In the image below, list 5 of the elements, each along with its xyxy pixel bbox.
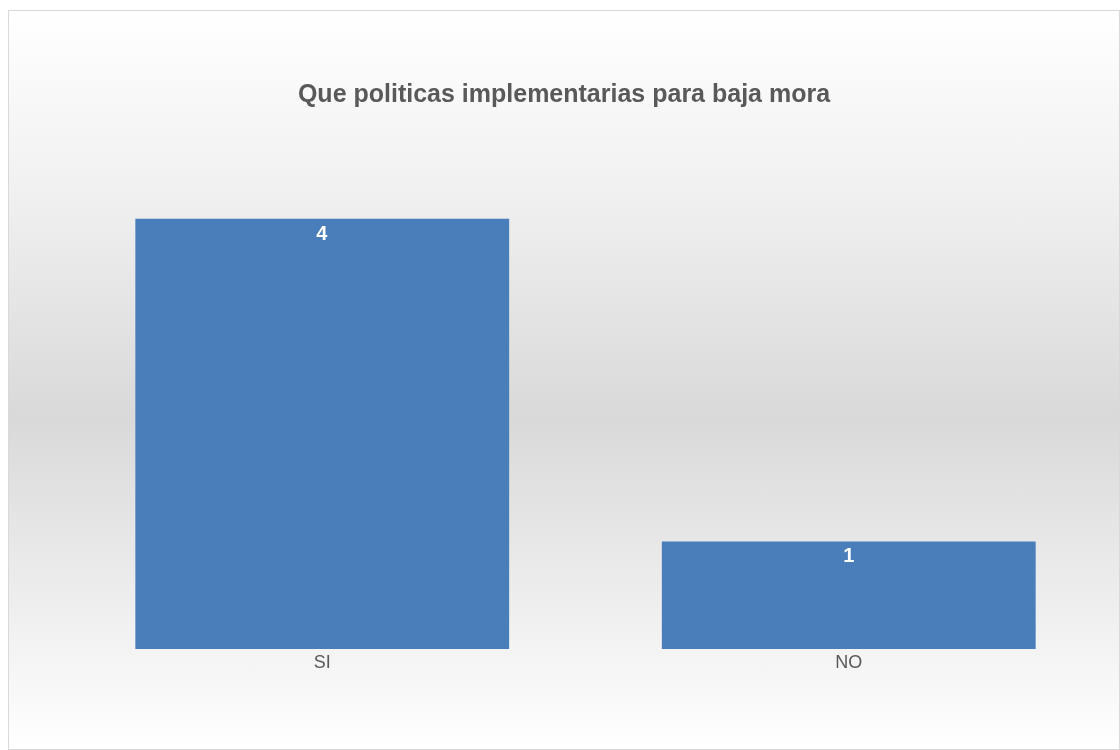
x-tick-label: NO — [835, 652, 863, 672]
data-label: 1 — [843, 544, 855, 567]
chart-title: Que politicas implementarias para baja mora — [297, 79, 832, 108]
data-label: 4 — [316, 221, 329, 244]
x-tick-label: SI — [313, 652, 331, 672]
